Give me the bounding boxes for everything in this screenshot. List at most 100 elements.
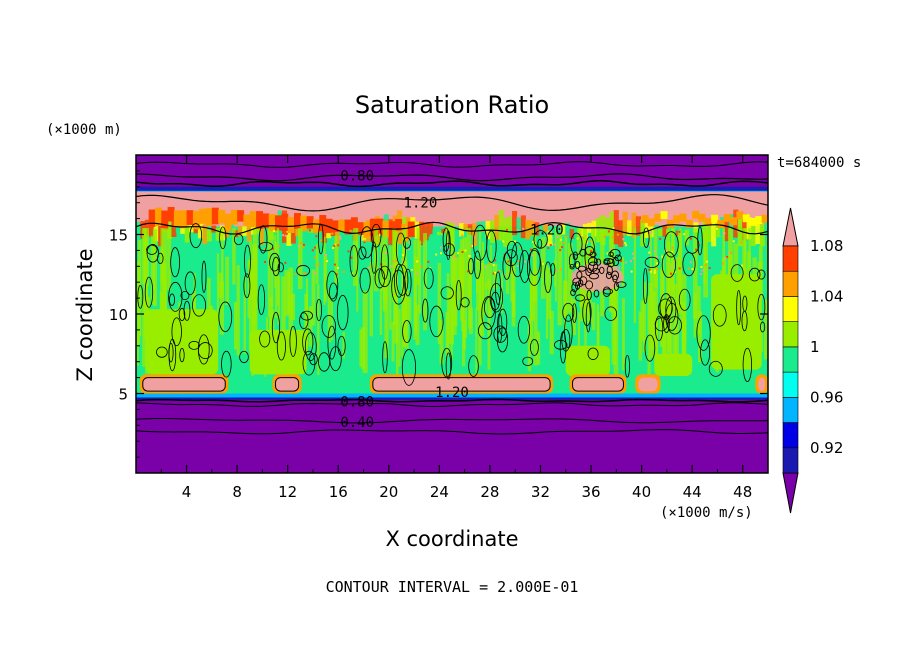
contour-label: 1.20 — [404, 196, 438, 212]
contour-cell — [197, 342, 213, 359]
contour-cell — [391, 269, 406, 305]
field-speckle — [711, 214, 719, 223]
field-speckle — [278, 245, 281, 248]
field-speckle — [294, 213, 301, 229]
field-speckle — [199, 208, 207, 224]
contour-cell — [496, 327, 509, 353]
contour-cell — [613, 281, 619, 292]
x-tick-label: 20 — [379, 483, 398, 501]
field-speckle — [161, 210, 169, 230]
field-speckle — [737, 230, 740, 233]
field-streak — [763, 299, 768, 360]
contour-cell — [189, 223, 203, 249]
contour-line — [136, 418, 768, 424]
contour-cell — [244, 244, 251, 278]
contour-cell — [519, 250, 531, 283]
contour-cell — [587, 256, 598, 266]
contour-cell — [169, 293, 176, 306]
field-speckle — [457, 252, 460, 255]
field-speckle — [492, 272, 495, 275]
x-tick-label: 48 — [733, 483, 752, 501]
field-speckle — [469, 245, 472, 248]
field-speckle — [705, 260, 708, 263]
field-speckle — [749, 217, 756, 226]
contour-cell — [318, 223, 324, 255]
field-speckle — [723, 213, 731, 222]
field-speckle — [395, 259, 398, 262]
field-speckle — [650, 231, 653, 234]
field-speckle — [472, 222, 478, 247]
field-speckle — [632, 257, 635, 260]
colorbar-label: 0.92 — [810, 439, 843, 457]
field-speckle — [538, 225, 544, 232]
field-streak — [703, 233, 707, 284]
field-streak — [274, 234, 277, 288]
field-speckle — [237, 225, 243, 237]
field-speckle — [522, 227, 525, 230]
field-speckle — [484, 266, 487, 269]
field-speckle — [653, 271, 656, 274]
contour-line — [136, 221, 768, 235]
field-speckle — [629, 260, 632, 263]
contour-cell — [760, 321, 766, 333]
contour-cell — [572, 251, 578, 261]
field-speckle — [550, 242, 553, 245]
field-streak — [361, 327, 366, 370]
field-streak — [679, 228, 682, 298]
x-tick-label: 44 — [683, 483, 702, 501]
contour-line — [136, 402, 768, 408]
chart-title: Saturation Ratio — [355, 91, 549, 119]
x-tick-label: 32 — [531, 483, 550, 501]
contour-cell — [146, 244, 158, 255]
field-streak — [671, 228, 675, 310]
field-speckle — [665, 249, 668, 252]
field-streak — [659, 301, 664, 342]
field-streak — [144, 228, 150, 287]
field-streak — [564, 235, 568, 309]
field-lower-pocket — [142, 377, 226, 392]
contour-cell — [697, 226, 703, 256]
field-streak — [324, 255, 328, 302]
field-streak — [697, 286, 701, 334]
field-streak — [359, 329, 363, 367]
field-speckle — [338, 219, 346, 232]
contour-cell — [183, 300, 191, 321]
field-speckle — [541, 262, 544, 265]
field-streak — [448, 289, 453, 344]
field-speckle — [722, 232, 725, 235]
contour-cell — [599, 266, 605, 275]
contour-label: 0.40 — [340, 415, 374, 431]
field-streak — [475, 307, 478, 377]
field-streak — [297, 228, 303, 290]
field-speckle — [454, 228, 460, 245]
field-speckle — [154, 207, 162, 227]
contour-cell — [595, 258, 602, 266]
field-speckle — [415, 272, 418, 275]
field-streak — [492, 263, 498, 290]
contour-cell — [606, 265, 613, 276]
field-speckle — [468, 255, 471, 258]
field-speckle — [487, 237, 490, 240]
y-axis-ticks: 5 10 15 — [109, 170, 768, 458]
contour-pocket-outline — [372, 377, 551, 392]
field-streak — [402, 261, 408, 347]
field-speckle — [205, 208, 213, 226]
field-streak — [540, 237, 546, 299]
field-speckle — [218, 209, 226, 224]
field-speckle — [534, 222, 540, 236]
field-speckle — [560, 224, 566, 235]
colorbar-swatch — [782, 422, 799, 449]
field-speckle — [427, 222, 434, 235]
contour-cell — [473, 250, 481, 279]
colorbar-swatch — [782, 447, 799, 474]
contour-cell — [302, 328, 314, 356]
field-speckle — [473, 235, 476, 238]
contour-cell — [757, 293, 766, 321]
contour-cell — [219, 226, 227, 250]
field-speckle — [650, 270, 653, 273]
field-lower-pocket — [638, 377, 658, 392]
field-speckle — [339, 223, 345, 246]
field-speckle — [644, 221, 650, 238]
contour-cell — [468, 355, 479, 377]
field-speckle — [547, 230, 553, 246]
